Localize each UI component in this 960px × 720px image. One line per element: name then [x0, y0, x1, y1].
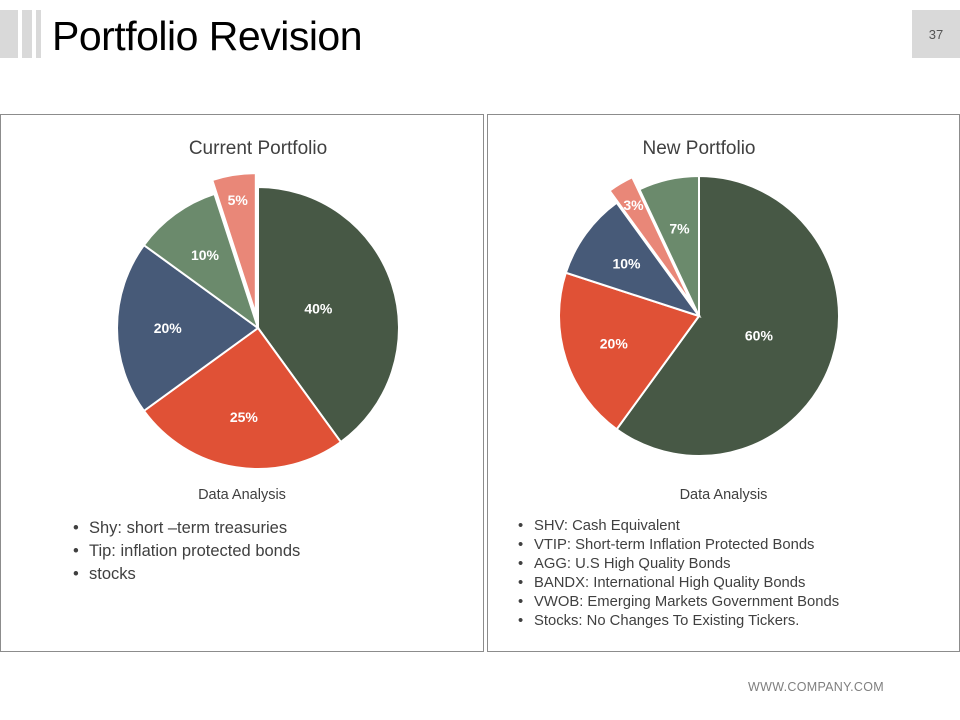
- current-portfolio-panel: Current Portfolio 40% 25% 20% 10% 5% Data Ana…: [0, 114, 484, 652]
- title-accent-bar: [0, 10, 18, 58]
- chart-title: New Portfolio: [643, 138, 756, 159]
- pie-slice: [257, 185, 400, 444]
- pie-slice: [142, 326, 343, 470]
- data-label: 10%: [612, 255, 641, 271]
- data-label: 5%: [228, 192, 249, 208]
- page-number: 37: [912, 10, 960, 58]
- data-analysis-heading: Data Analysis: [198, 487, 286, 503]
- data-label: 7%: [669, 221, 690, 237]
- pie-slice: [615, 174, 840, 457]
- list-item: SHV: Cash Equivalent: [516, 517, 839, 536]
- data-label: 60%: [745, 327, 774, 343]
- page-title: Portfolio Revision: [52, 13, 363, 59]
- chart-title: Current Portfolio: [189, 138, 327, 159]
- data-label: 20%: [600, 336, 629, 352]
- pie-slice: [608, 175, 693, 305]
- list-item: BANDX: International High Quality Bonds: [516, 574, 839, 593]
- title-accent-bar: [22, 10, 32, 58]
- data-label: 20%: [154, 320, 183, 336]
- title-accent-bar: [36, 10, 41, 58]
- list-item: VTIP: Short-term Inflation Protected Bon…: [516, 536, 839, 555]
- new-portfolio-panel: New Portfolio 60% 20% 10% 3% 7% Data Analysis…: [487, 114, 960, 652]
- list-item: VWOB: Emerging Markets Government Bonds: [516, 593, 839, 612]
- current-portfolio-pie-chart: Current Portfolio 40% 25% 20% 10% 5%: [116, 138, 400, 470]
- list-item: Stocks: No Changes To Existing Tickers.: [516, 612, 839, 631]
- list-item: Tip: inflation protected bonds: [71, 540, 300, 563]
- pie-slice: [558, 271, 701, 431]
- list-item: stocks: [71, 563, 300, 586]
- data-label: 40%: [304, 300, 333, 316]
- pie-slice: [564, 201, 702, 318]
- data-analysis-list: Shy: short –term treasuries Tip: inflati…: [71, 517, 300, 586]
- footer-url: WWW.COMPANY.COM: [748, 680, 884, 694]
- list-item: Shy: short –term treasuries: [71, 517, 300, 540]
- pie-slice: [638, 174, 700, 317]
- pie-slice: [116, 243, 260, 413]
- data-label: 25%: [230, 409, 259, 425]
- data-label: 10%: [191, 247, 220, 263]
- data-label: 3%: [623, 197, 644, 213]
- list-item: AGG: U.S High Quality Bonds: [516, 555, 839, 574]
- pie-slice: [142, 192, 260, 331]
- pie-slice: [210, 172, 257, 315]
- data-analysis-list: SHV: Cash Equivalent VTIP: Short-term In…: [516, 517, 839, 631]
- new-portfolio-pie-chart: New Portfolio 60% 20% 10% 3% 7%: [558, 138, 840, 457]
- data-analysis-heading: Data Analysis: [679, 487, 768, 503]
